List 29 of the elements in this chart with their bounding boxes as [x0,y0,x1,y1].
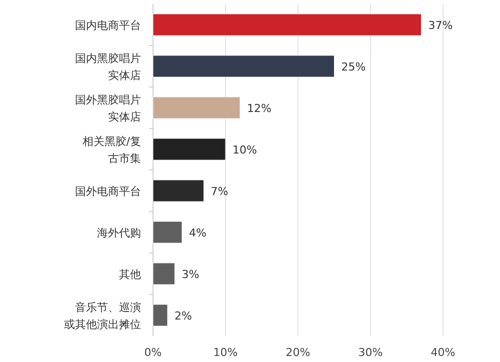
x-tick-label: 40% [430,346,456,359]
bar [152,14,422,36]
bar [152,96,240,119]
y-tick-label: 海外代购 [97,226,141,240]
y-tick-label: 国外电商平台 [75,184,141,198]
bar [152,262,175,285]
y-tick-label: 国外黑胶唱片实体店 [75,93,141,124]
bar [152,304,168,326]
bar [152,221,182,244]
bar [152,180,204,202]
data-label: 10% [232,143,257,156]
data-label: 37% [428,18,453,32]
x-tick-label: 20% [286,346,310,359]
data-label: 25% [341,60,366,74]
y-tick-label: 音乐节、巡演或其他演出摊位 [64,300,141,331]
bar [152,55,334,78]
bar [152,138,226,160]
y-tick-label: 国内黑胶唱片实体店 [75,52,141,82]
y-tick-label: 相关黑胶/复古市集 [82,134,141,165]
x-tick-label: 10% [213,346,238,359]
data-label: 3% [182,268,200,281]
y-tick-label: 国内电商平台 [75,18,141,32]
x-tick-label: 0% [144,346,162,359]
data-label: 12% [247,102,272,115]
data-label: 7% [210,184,228,198]
data-label: 4% [189,226,206,240]
x-tick-label: 30% [358,346,383,359]
y-tick-label: 其他 [119,268,141,281]
data-label: 2% [174,309,192,322]
